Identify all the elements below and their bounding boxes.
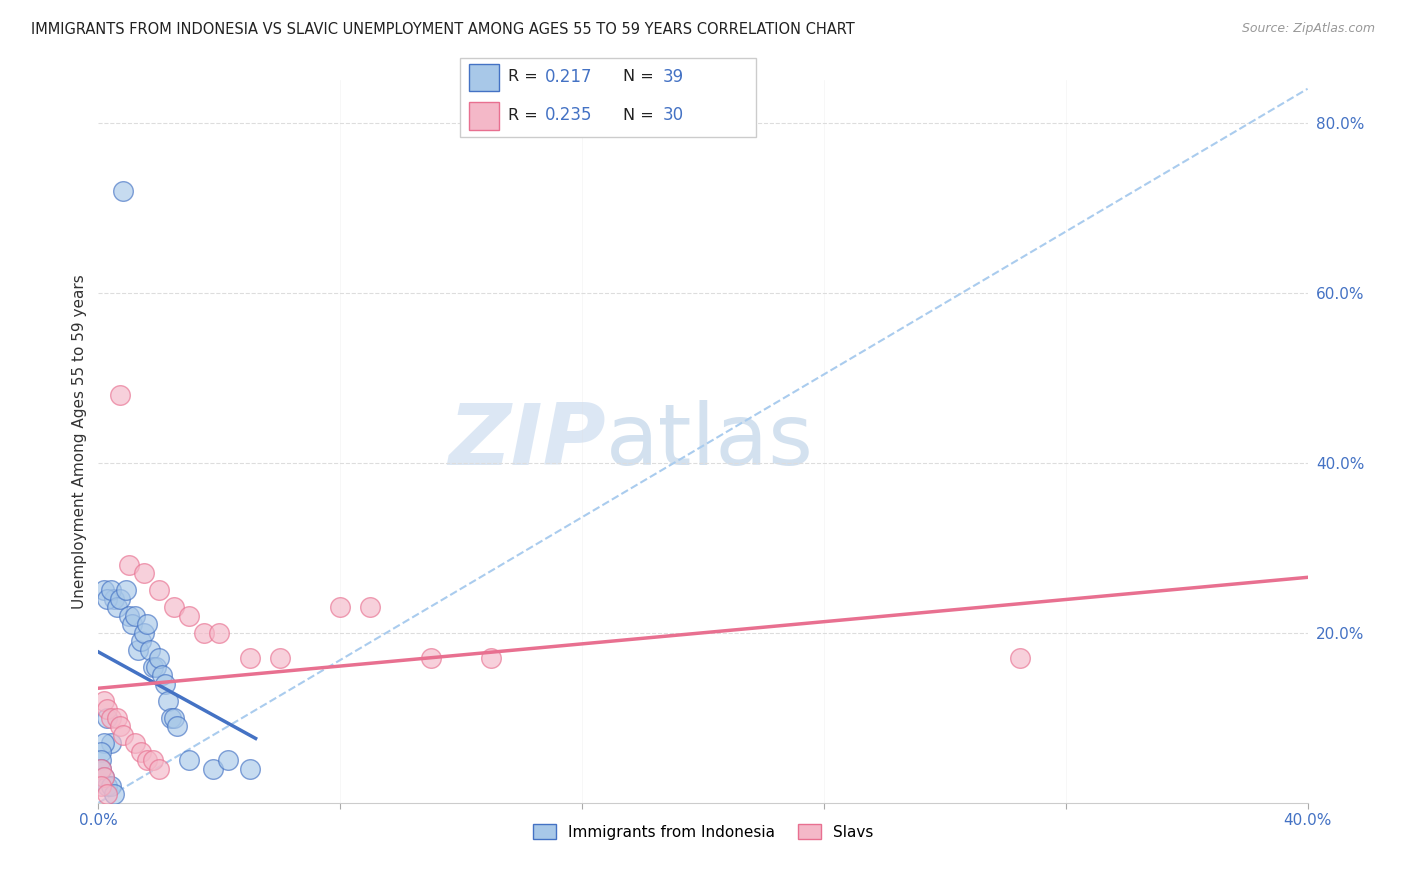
Point [124,736,146,750]
Point [127,642,149,657]
Legend: Immigrants from Indonesia, Slavs: Immigrants from Indonesia, Slavs [527,818,879,846]
Point [156,694,179,708]
Point [239,651,262,665]
Bar [470,103,499,130]
Point [129,745,152,759]
Point [129,634,152,648]
Point [96,711,118,725]
Bar [470,63,499,92]
Point [139,642,162,657]
Point [148,651,170,665]
Point [93,770,115,784]
Point [103,787,125,801]
Text: N =: N = [623,108,659,123]
Point [103,591,125,606]
Text: 39: 39 [662,68,683,86]
Point [148,583,170,598]
Point [179,753,201,767]
Point [217,753,239,767]
Point [114,583,136,598]
Point [108,719,131,733]
Point [269,651,291,665]
FancyBboxPatch shape [460,58,756,136]
Text: R =: R = [509,108,543,123]
Point [93,736,115,750]
Point [208,625,231,640]
Point [100,736,122,750]
Point [193,625,215,640]
Point [163,711,186,725]
Text: ZIP: ZIP [449,400,606,483]
Point [142,660,165,674]
Point [100,583,122,598]
Point [96,702,118,716]
Point [90,753,112,767]
Point [121,617,143,632]
Point [118,608,141,623]
Point [96,779,118,793]
Point [239,762,262,776]
Point [145,660,167,674]
Point [202,762,225,776]
Point [132,625,155,640]
Point [142,753,165,767]
Point [124,608,146,623]
Point [111,728,134,742]
Point [163,600,186,615]
Point [118,558,141,572]
Text: N =: N = [623,70,659,84]
Point [481,651,503,665]
Point [166,719,188,733]
Point [90,745,112,759]
Point [105,711,128,725]
Point [153,677,176,691]
Text: 30: 30 [662,106,683,124]
Point [93,694,115,708]
Point [105,600,128,615]
Point [111,184,134,198]
Text: R =: R = [509,70,543,84]
Point [90,762,112,776]
Y-axis label: Unemployment Among Ages 55 to 59 years: Unemployment Among Ages 55 to 59 years [72,274,87,609]
Point [93,583,115,598]
Point [132,566,155,581]
Text: 0.235: 0.235 [544,106,592,124]
Point [135,753,157,767]
Point [93,770,115,784]
Point [100,711,122,725]
Point [148,762,170,776]
Point [90,762,112,776]
Point [420,651,443,665]
Point [150,668,173,682]
Point [90,779,112,793]
Point [360,600,382,615]
Text: IMMIGRANTS FROM INDONESIA VS SLAVIC UNEMPLOYMENT AMONG AGES 55 TO 59 YEARS CORRE: IMMIGRANTS FROM INDONESIA VS SLAVIC UNEM… [31,22,855,37]
Text: atlas: atlas [606,400,814,483]
Point [100,779,122,793]
Text: 0.217: 0.217 [544,68,592,86]
Point [108,388,131,402]
Point [160,711,183,725]
Point [179,608,201,623]
Point [108,591,131,606]
Point [96,591,118,606]
Text: Source: ZipAtlas.com: Source: ZipAtlas.com [1241,22,1375,36]
Point [329,600,352,615]
Point [135,617,157,632]
Point [96,787,118,801]
Point [1010,651,1032,665]
